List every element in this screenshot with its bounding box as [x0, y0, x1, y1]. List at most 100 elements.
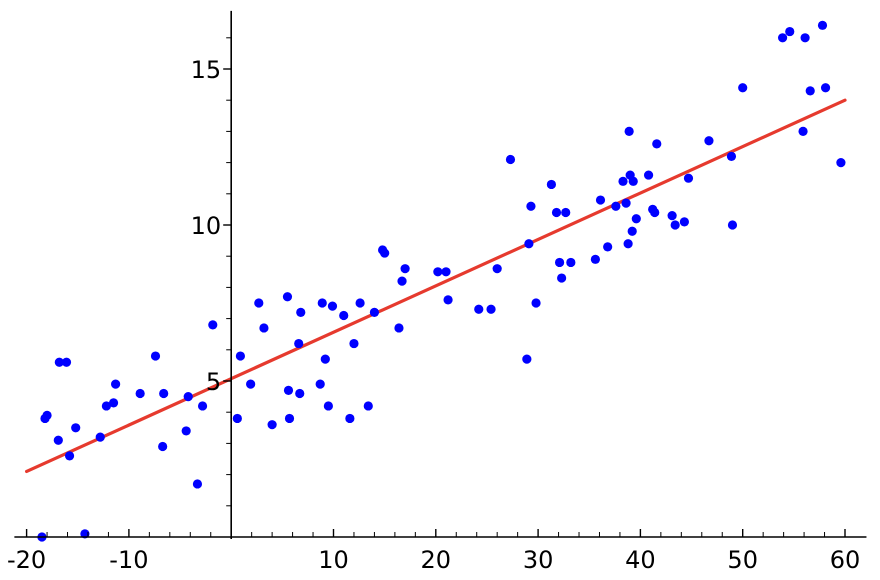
- data-point: [254, 298, 264, 308]
- data-point: [618, 176, 628, 186]
- data-point: [738, 83, 748, 93]
- data-point: [259, 323, 269, 333]
- data-point: [546, 179, 556, 190]
- data-point: [380, 248, 390, 258]
- data-point: [192, 479, 203, 489]
- x-tick-label: 20: [421, 546, 452, 574]
- data-point: [150, 351, 161, 361]
- data-point: [267, 420, 277, 430]
- data-point: [522, 354, 532, 364]
- points-layer: [37, 20, 846, 542]
- data-point: [296, 307, 306, 317]
- data-point: [557, 273, 567, 283]
- x-tick-label: -10: [109, 546, 148, 574]
- data-point: [294, 338, 304, 349]
- data-point: [246, 379, 256, 389]
- axes-layer: -20 -10 10 20 30 40 50 60 5 10 15: [7, 10, 867, 574]
- data-point: [283, 385, 294, 395]
- data-point: [631, 214, 641, 224]
- data-point: [235, 351, 246, 361]
- data-point: [566, 257, 576, 268]
- data-point: [349, 338, 359, 349]
- data-point: [836, 158, 846, 168]
- data-point: [704, 136, 714, 146]
- data-point: [611, 201, 621, 211]
- data-point: [327, 301, 338, 311]
- data-point: [183, 392, 193, 402]
- data-point: [400, 264, 410, 274]
- data-point: [531, 298, 541, 308]
- data-point: [159, 388, 169, 399]
- data-point: [551, 207, 562, 218]
- data-point: [652, 139, 662, 149]
- y-tick-label: 5: [206, 368, 221, 396]
- data-point: [394, 323, 404, 333]
- data-point: [554, 257, 565, 268]
- data-point: [369, 307, 380, 317]
- data-point: [505, 154, 516, 165]
- data-point: [623, 239, 633, 249]
- data-point: [679, 217, 689, 227]
- data-point: [443, 295, 453, 305]
- data-point: [282, 292, 293, 302]
- data-point: [135, 388, 145, 399]
- data-point: [805, 86, 815, 96]
- x-tick-label: 60: [830, 546, 861, 574]
- data-point: [284, 413, 295, 424]
- data-point: [355, 298, 365, 308]
- data-point: [800, 33, 810, 43]
- data-point: [603, 242, 613, 252]
- data-point: [181, 426, 191, 436]
- data-point: [561, 207, 571, 218]
- data-point: [798, 126, 808, 136]
- data-point: [315, 379, 325, 389]
- data-point: [317, 298, 327, 308]
- data-point: [727, 220, 738, 230]
- data-point: [53, 435, 63, 445]
- data-point: [101, 401, 111, 411]
- data-point: [526, 201, 536, 211]
- y-tick-label: 10: [191, 212, 222, 240]
- data-point: [95, 432, 105, 442]
- x-tick-label: 40: [625, 546, 656, 574]
- data-point: [621, 198, 631, 208]
- data-point: [785, 26, 795, 37]
- data-point: [624, 126, 634, 136]
- data-point: [817, 20, 828, 30]
- data-point: [627, 226, 637, 236]
- x-tick-label: 10: [318, 546, 349, 574]
- data-point: [777, 33, 788, 43]
- data-point: [320, 354, 330, 364]
- data-point: [363, 401, 373, 411]
- x-tick-label: -20: [7, 546, 46, 574]
- data-point: [323, 401, 333, 411]
- data-point: [683, 173, 694, 183]
- data-point: [42, 410, 52, 420]
- fit-line: [25, 98, 847, 474]
- data-point: [197, 401, 208, 411]
- data-point: [628, 176, 638, 186]
- data-point: [820, 83, 831, 93]
- data-point: [71, 423, 81, 433]
- fit-line-layer: [25, 98, 847, 474]
- data-point: [54, 357, 64, 367]
- data-point: [492, 264, 502, 274]
- data-point: [80, 529, 90, 539]
- data-point: [397, 276, 407, 286]
- data-point: [486, 304, 496, 314]
- data-point: [232, 413, 242, 424]
- data-point: [726, 151, 737, 161]
- x-tick-label: 50: [727, 546, 758, 574]
- data-point: [670, 220, 680, 230]
- data-point: [643, 170, 654, 180]
- data-point: [339, 310, 349, 321]
- data-point: [474, 304, 484, 314]
- data-point: [595, 195, 606, 205]
- data-point: [667, 211, 677, 221]
- data-point: [441, 267, 451, 277]
- data-point: [345, 413, 355, 424]
- x-tick-label: 30: [523, 546, 554, 574]
- data-point: [111, 379, 121, 389]
- data-point: [158, 441, 168, 452]
